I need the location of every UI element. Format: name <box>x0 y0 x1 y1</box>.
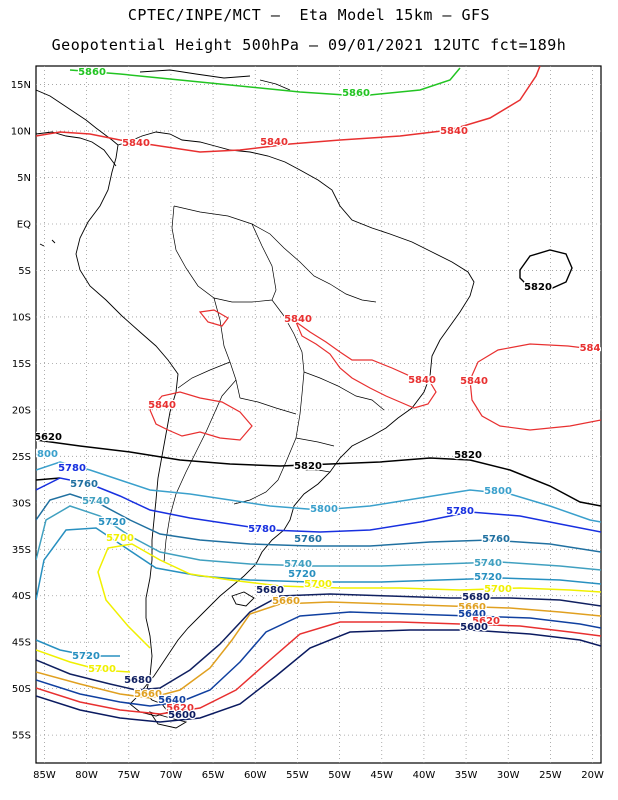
contour-lines <box>36 66 601 723</box>
lon-tick-label: 65W <box>202 770 225 781</box>
contour-label-5820: 5820 <box>524 282 552 293</box>
contour-label-5800: 5800 <box>484 486 512 497</box>
contour-label-5660: 5660 <box>272 596 300 607</box>
lat-tick-label: 20S <box>12 405 31 416</box>
contour-label-5760: 5760 <box>482 534 510 545</box>
lat-tick-label: 45S <box>12 638 31 649</box>
lat-tick-label: 40S <box>12 591 31 602</box>
contour-label-5720: 5720 <box>98 517 126 528</box>
lon-tick-label: 20W <box>581 770 604 781</box>
contour-label-5780: 5780 <box>58 463 86 474</box>
contour-label-5660: 5660 <box>134 689 162 700</box>
contour-label-5700: 5700 <box>88 664 116 675</box>
contour-label-5700: 5700 <box>484 584 512 595</box>
contour-label-5680: 5680 <box>256 585 284 596</box>
contour-label-5860: 5860 <box>342 88 370 99</box>
lon-tick-label: 50W <box>328 770 351 781</box>
contour-label-5840: 5840 <box>284 314 312 325</box>
contour-label-5720: 5720 <box>72 651 100 662</box>
contour-label-5780: 5780 <box>248 524 276 535</box>
contour-label-5840: 5840 <box>460 376 488 387</box>
contour-label-5680: 5680 <box>124 675 152 686</box>
contour-label-5760: 5760 <box>294 534 322 545</box>
contour-label-5800: 5800 <box>30 449 58 460</box>
contour-label-5640: 5640 <box>158 695 186 706</box>
contour-label-5840: 5840 <box>148 400 176 411</box>
contour-label-5700: 5700 <box>304 579 332 590</box>
contour-label-5760: 5760 <box>70 479 98 490</box>
lon-tick-label: 35W <box>455 770 478 781</box>
contour-label-5740: 5740 <box>284 559 312 570</box>
map-frame <box>35 65 602 764</box>
lon-tick-label: 25W <box>539 770 562 781</box>
lat-tick-label: 30S <box>12 498 31 509</box>
lon-tick-label: 45W <box>370 770 393 781</box>
contour-label-5640: 5640 <box>458 609 486 620</box>
contour-label-5860: 5860 <box>78 67 106 78</box>
coastlines <box>36 69 475 729</box>
contour-label-5840: 584 <box>580 343 601 354</box>
contour-label-5740: 5740 <box>474 558 502 569</box>
lon-tick-label: 70W <box>160 770 183 781</box>
contour-label-5820: 5820 <box>294 461 322 472</box>
contour-5860 <box>69 67 461 97</box>
lat-tick-label: 35S <box>12 545 31 556</box>
lat-tick-label: 55S <box>12 731 31 742</box>
contour-label-5660: 5660 <box>458 602 486 613</box>
country-borders <box>163 205 385 563</box>
lon-tick-label: 60W <box>244 770 267 781</box>
lon-tick-label: 30W <box>497 770 520 781</box>
contour-label-5720: 5720 <box>474 572 502 583</box>
contour-label-5800: 5800 <box>310 504 338 515</box>
contour-label-5680: 5680 <box>462 592 490 603</box>
lon-tick-label: 85W <box>33 770 56 781</box>
contour-label-5840: 5840 <box>260 137 288 148</box>
contour-label-5620: 5620 <box>166 703 194 714</box>
contour-label-5780: 5780 <box>446 506 474 517</box>
lat-tick-label: 5S <box>18 266 31 277</box>
contour-label-5700: 5700 <box>106 533 134 544</box>
contour-label-5600: 5600 <box>460 622 488 633</box>
lat-tick-label: 10S <box>12 312 31 323</box>
contour-label-5840: 5840 <box>440 126 468 137</box>
lon-tick-label: 80W <box>75 770 98 781</box>
lon-tick-label: 55W <box>286 770 309 781</box>
contour-label-5840: 5840 <box>408 375 436 386</box>
lat-tick-label: 25S <box>12 452 31 463</box>
contour-label-5720: 5720 <box>288 569 316 580</box>
graticule <box>36 66 601 763</box>
contour-label-5820: 5820 <box>454 450 482 461</box>
lat-tick-label: 10N <box>11 127 31 138</box>
title-line-1: CPTEC/INPE/MCT – Eta Model 15km – GFS <box>127 6 491 24</box>
lat-tick-label: 5N <box>17 173 31 184</box>
south-america-coastline <box>75 131 475 717</box>
contour-label-5840: 5840 <box>122 138 150 149</box>
contour-label-5600: 5600 <box>168 710 196 721</box>
contour-label-5740: 5740 <box>82 496 110 507</box>
lon-tick-label: 75W <box>117 770 140 781</box>
lat-tick-label: 15S <box>12 359 31 370</box>
contour-label-5620: 5620 <box>472 616 500 627</box>
lat-tick-label: EQ <box>17 219 31 230</box>
lat-tick-label: 50S <box>12 684 31 695</box>
lat-tick-label: 15N <box>11 80 31 91</box>
contour-5820 <box>36 439 601 507</box>
title-line-2: Geopotential Height 500hPa – 09/01/2021 … <box>51 36 567 54</box>
lon-tick-label: 40W <box>413 770 436 781</box>
contour-5840-north <box>36 66 541 153</box>
contour-label-5820: 5620 <box>34 432 62 443</box>
